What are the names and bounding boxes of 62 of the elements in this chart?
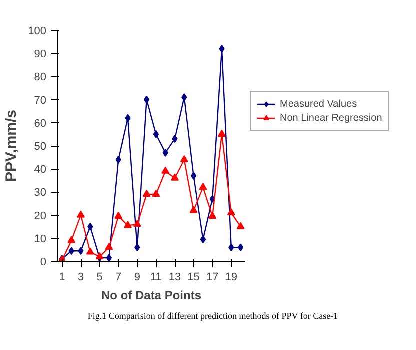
point <box>152 190 160 198</box>
y-tick-label: 70 <box>34 94 47 107</box>
point <box>182 93 188 102</box>
point <box>77 210 85 218</box>
x-tick-label: 9 <box>134 272 140 284</box>
x-tick-label: 15 <box>188 272 200 284</box>
point <box>190 172 197 180</box>
point <box>210 195 216 204</box>
point <box>190 206 198 214</box>
x-tick-label: 5 <box>96 272 103 284</box>
point <box>133 220 142 228</box>
y-tick-label: 30 <box>34 187 47 200</box>
point <box>144 96 150 104</box>
y-tick-label: 40 <box>34 164 47 176</box>
point <box>116 156 122 164</box>
point <box>218 130 226 137</box>
point <box>236 222 245 230</box>
point <box>106 254 112 262</box>
point <box>180 155 188 162</box>
point <box>162 166 170 174</box>
x-tick-label: 17 <box>206 272 219 284</box>
point <box>142 190 151 198</box>
point <box>86 248 94 255</box>
x-tick-label: 19 <box>225 272 238 284</box>
y-tick-label: 90 <box>34 48 47 61</box>
x-tick-label: 11 <box>150 272 162 284</box>
point <box>162 148 168 157</box>
x-tick-label: 3 <box>78 272 84 284</box>
point <box>172 135 178 144</box>
point <box>125 114 131 122</box>
point <box>153 130 160 138</box>
point <box>219 44 225 53</box>
x-tick-label: 7 <box>116 272 122 284</box>
y-tick-label: 80 <box>34 72 47 84</box>
point <box>227 208 236 216</box>
y-tick-label: 0 <box>40 256 47 268</box>
point <box>238 244 244 252</box>
point <box>171 174 179 181</box>
point <box>68 247 74 256</box>
point <box>200 236 206 244</box>
x-tick-label: 13 <box>168 272 182 284</box>
point <box>78 247 84 256</box>
point <box>208 212 217 219</box>
y-tick-label: 20 <box>34 210 47 222</box>
legend-label: Measured Values <box>280 98 358 110</box>
point <box>105 243 114 250</box>
point <box>134 244 140 252</box>
legend-label: Non Linear Regression <box>280 112 382 124</box>
y-tick-label: 50 <box>34 141 47 153</box>
x-tick-label: 1 <box>59 272 66 284</box>
point <box>228 244 234 252</box>
caption: Fig.1 Comparision of different prediction methods of PPV for Case-1 <box>88 310 338 323</box>
point <box>114 212 123 219</box>
y-tick-label: 60 <box>34 118 47 130</box>
y-axis-title: PPV,mm/s <box>3 110 20 182</box>
x-axis-title: No of Data Points <box>102 288 202 302</box>
y-tick-label: 100 <box>28 26 47 38</box>
point <box>124 221 132 228</box>
y-tick-label: 10 <box>34 233 47 246</box>
point <box>68 236 76 244</box>
point <box>199 183 208 190</box>
point <box>88 222 94 231</box>
